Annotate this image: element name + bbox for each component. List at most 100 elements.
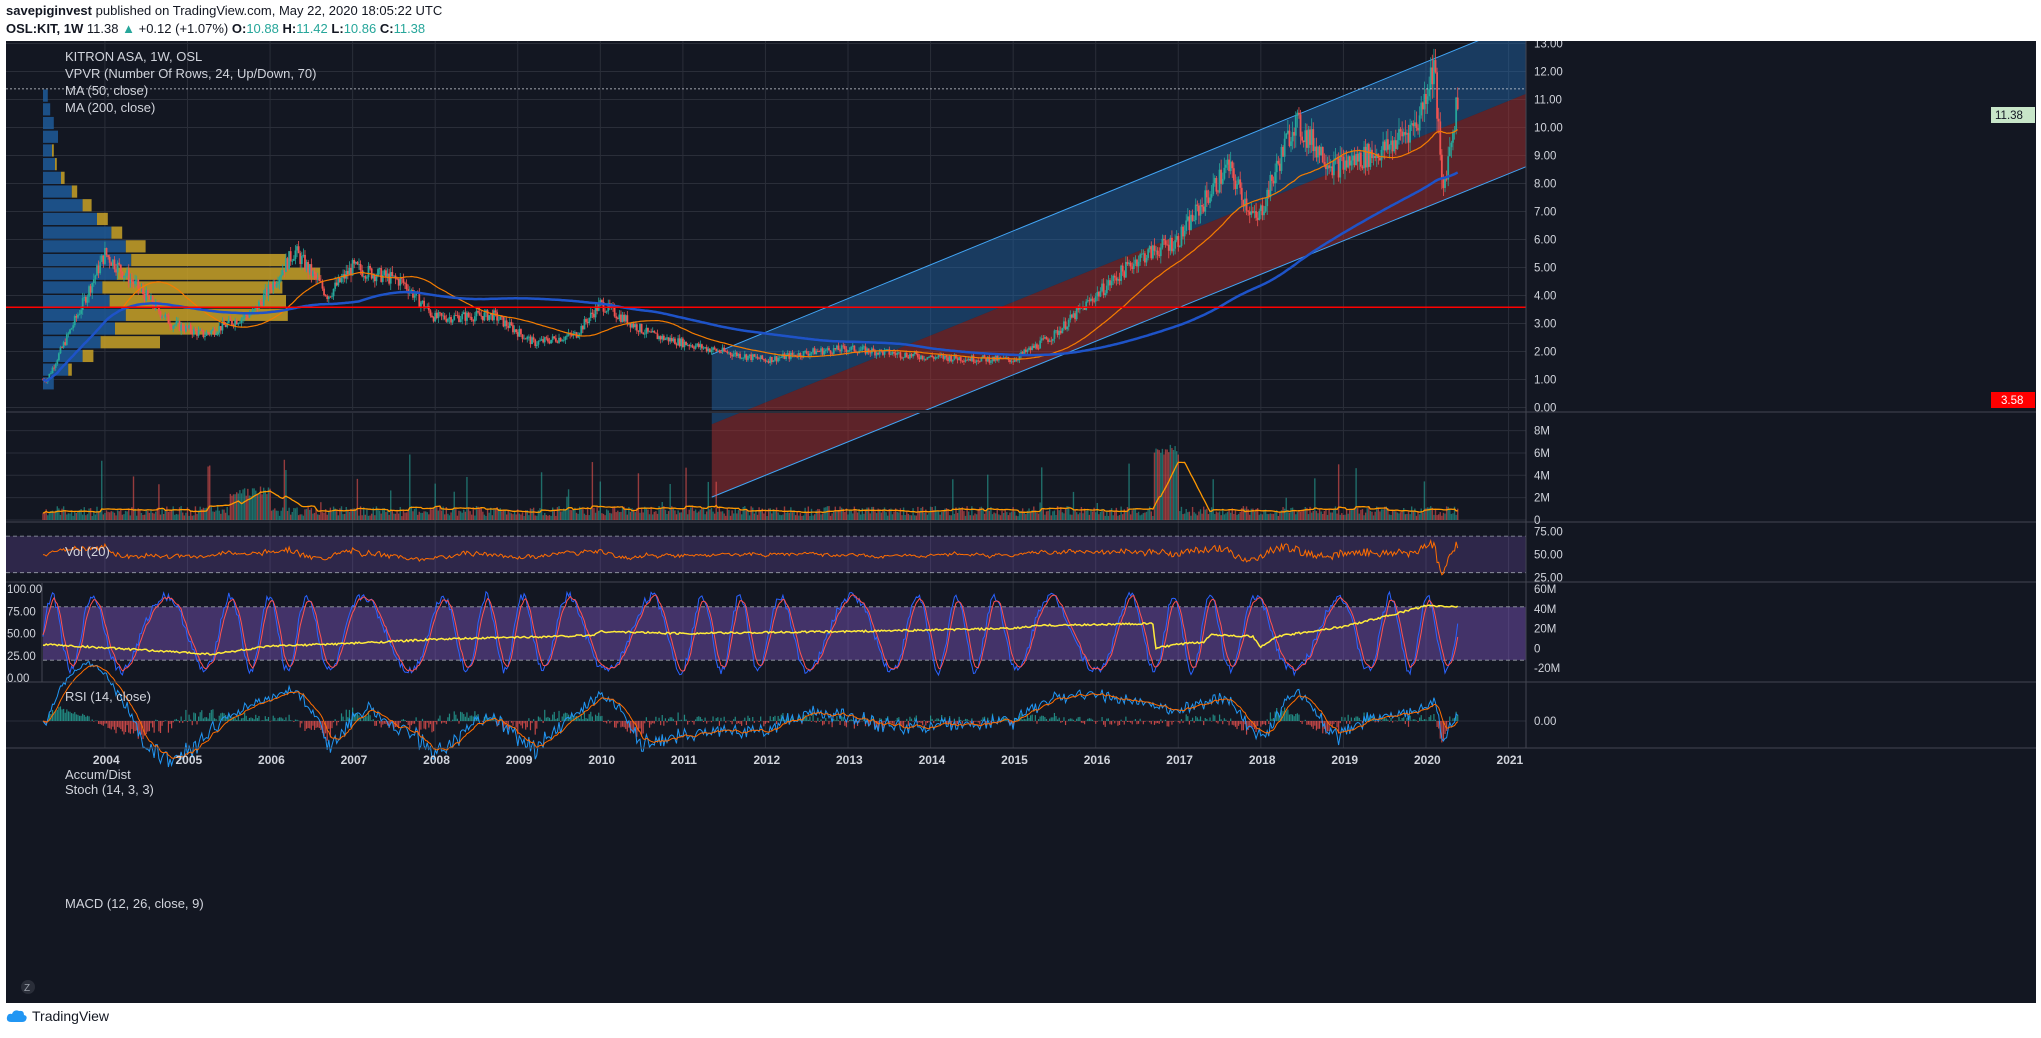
candle-body <box>588 317 591 324</box>
candle-body <box>1358 152 1361 162</box>
candle-body <box>1310 129 1313 145</box>
candle-body <box>950 355 953 362</box>
vol-tick-label: 0 <box>1534 515 1540 527</box>
candle-body <box>761 355 764 360</box>
candle-body <box>472 320 475 322</box>
candle-body <box>70 328 73 330</box>
candle-body <box>523 338 526 340</box>
accum-tick-label: 60M <box>1534 584 1556 596</box>
candle-body <box>585 319 587 322</box>
candle-body <box>435 312 438 319</box>
candle-body <box>970 355 973 361</box>
candle-body <box>982 355 984 359</box>
candle-body <box>1172 248 1175 252</box>
candle-body <box>980 358 983 362</box>
candle-body <box>793 354 795 356</box>
candle-body <box>59 347 62 354</box>
price-tick-label: 1.00 <box>1534 375 1556 387</box>
candle-body <box>261 301 264 306</box>
candle-body <box>326 295 329 299</box>
candle-body <box>1112 275 1115 282</box>
candle-body <box>446 318 449 322</box>
candle-body <box>699 344 702 348</box>
x-tick-label: 2020 <box>1414 753 1441 767</box>
candle-body <box>1312 129 1315 152</box>
candle-body <box>54 364 57 368</box>
candle-body <box>616 318 619 320</box>
candle-body <box>1186 216 1189 221</box>
candle-body <box>737 353 740 357</box>
candle-body <box>121 271 124 278</box>
candle-body <box>242 317 244 319</box>
vol-tick-label: 8M <box>1534 426 1550 438</box>
candle-body <box>1056 330 1059 335</box>
candle-body <box>810 352 813 354</box>
candle-body <box>234 320 237 327</box>
candle-body <box>561 340 564 342</box>
candle-body <box>154 302 157 309</box>
candle-body <box>742 357 745 359</box>
x-tick-label: 2007 <box>341 753 368 767</box>
candle-body <box>918 357 921 360</box>
candle-body <box>1207 197 1210 203</box>
candle-body <box>459 319 462 322</box>
volume-title: Vol (20) <box>65 544 110 559</box>
candle-body <box>713 347 716 349</box>
candle-body <box>1047 339 1049 342</box>
candle-body <box>1309 129 1311 145</box>
candle-body <box>78 313 81 315</box>
candle-body <box>1433 60 1435 85</box>
candle-body <box>215 334 217 335</box>
candle-body <box>1342 156 1345 170</box>
candle-body <box>91 283 94 293</box>
candle-body <box>1188 216 1191 231</box>
candle-body <box>813 348 816 355</box>
candle-body <box>383 270 386 275</box>
candle-body <box>956 358 959 361</box>
candle-body <box>258 301 260 310</box>
x-tick-label: 2012 <box>753 753 780 767</box>
candle-body <box>1325 164 1327 170</box>
candle-body <box>1028 347 1030 350</box>
vpvr-down-bar <box>52 144 54 157</box>
candle-body <box>1264 206 1267 212</box>
candle-body <box>96 265 98 276</box>
candle-body <box>659 336 662 340</box>
candle-body <box>1386 139 1389 150</box>
candle-body <box>883 350 886 355</box>
chart-canvas[interactable]: 2004 2005 2006 2007 2008 2009 2010 2011 2012 2013… <box>6 41 2036 1003</box>
candle-body <box>645 327 648 334</box>
tradingview-brand[interactable]: TradingView <box>32 1008 110 1024</box>
candle-body <box>351 260 354 276</box>
candle-body <box>432 317 435 322</box>
candle-body <box>196 330 198 336</box>
candle-body <box>265 288 268 296</box>
candle-body <box>553 336 556 339</box>
scale-mode-icon[interactable]: Z <box>24 983 30 994</box>
candle-body <box>170 326 173 329</box>
candle-body <box>92 279 95 284</box>
x-tick-label: 2004 <box>93 753 120 767</box>
candle-body <box>1058 330 1061 335</box>
candle-body <box>899 352 902 358</box>
candle-body <box>1128 262 1130 265</box>
candle-body <box>848 349 851 351</box>
candle-body <box>1359 152 1362 167</box>
candle-body <box>1150 246 1153 259</box>
candle-body <box>272 281 275 290</box>
candle-body <box>358 264 360 265</box>
x-tick-label: 2009 <box>506 753 533 767</box>
candle-body <box>1090 298 1092 301</box>
candle-body <box>1123 271 1126 278</box>
candle-body <box>770 356 773 363</box>
settings-icon[interactable] <box>21 980 35 994</box>
candle-body <box>1348 156 1351 166</box>
candle-body <box>1456 97 1459 110</box>
candle-body <box>1210 194 1213 198</box>
candle-body <box>743 354 746 358</box>
publisher-name[interactable]: savepiginvest <box>6 3 92 18</box>
candle-body <box>774 356 776 361</box>
candle-body <box>348 267 351 275</box>
candle-body <box>1113 275 1116 278</box>
candle-body <box>1267 189 1270 198</box>
